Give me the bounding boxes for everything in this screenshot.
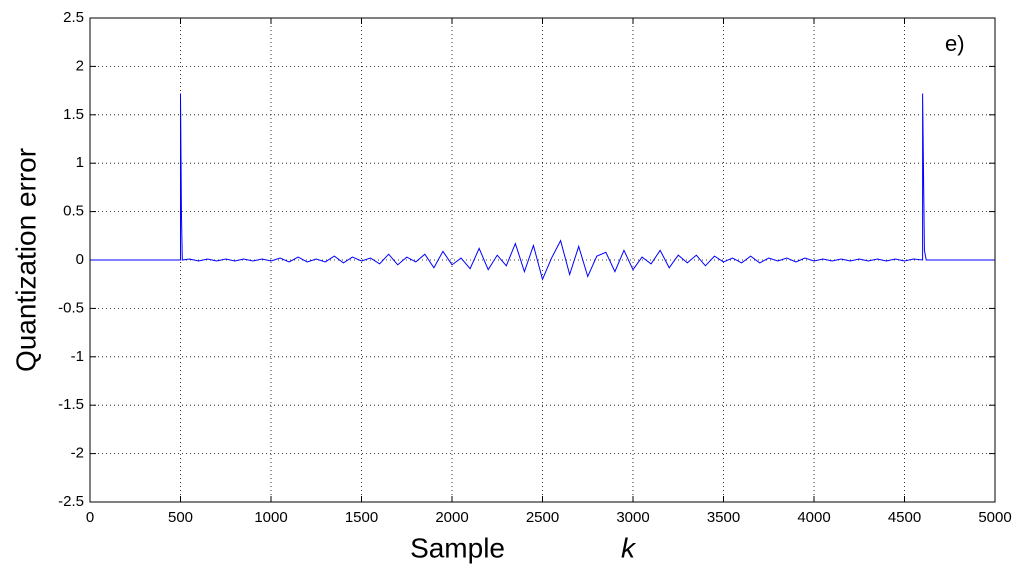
x-tick-label: 2000 <box>435 509 468 526</box>
x-tick-label: 500 <box>168 509 193 526</box>
x-tick-label: 1000 <box>254 509 287 526</box>
y-tick-label: 0.5 <box>63 203 84 220</box>
y-tick-label: -0.5 <box>58 299 84 316</box>
x-tick-label: 3000 <box>616 509 649 526</box>
y-tick-label: 1 <box>76 154 84 171</box>
y-tick-label: -2.5 <box>58 493 84 510</box>
y-tick-label: 1.5 <box>63 106 84 123</box>
x-tick-label: 3500 <box>707 509 740 526</box>
y-tick-label: -2 <box>71 445 84 462</box>
x-tick-label: 4000 <box>797 509 830 526</box>
annotation: e) <box>945 31 965 56</box>
y-axis-label: Quantization error <box>10 148 41 372</box>
x-tick-label: 0 <box>86 509 94 526</box>
x-axis-symbol: k <box>621 532 637 563</box>
y-tick-label: -1 <box>71 348 84 365</box>
y-tick-label: 2.5 <box>63 9 84 26</box>
y-tick-label: 0 <box>76 251 84 268</box>
x-axis-label: Sample <box>410 532 505 563</box>
y-tick-label: 2 <box>76 57 84 74</box>
plot-frame <box>89 17 996 503</box>
x-tick-label: 5000 <box>978 509 1011 526</box>
x-tick-label: 1500 <box>345 509 378 526</box>
y-tick-label: -1.5 <box>58 396 84 413</box>
x-tick-label: 4500 <box>888 509 921 526</box>
x-tick-label: 2500 <box>526 509 559 526</box>
data-line <box>90 93 995 281</box>
